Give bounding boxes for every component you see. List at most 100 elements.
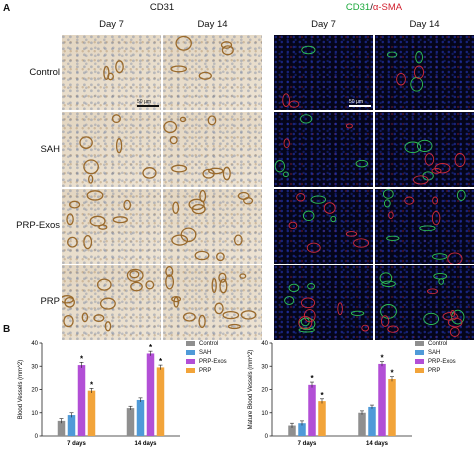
significance-star: * — [90, 380, 94, 389]
x-category-label: 14 days — [366, 441, 389, 447]
micrograph-prp-fluor-day14 — [375, 265, 474, 340]
vessel-mark — [301, 45, 316, 55]
vessel-mark — [454, 153, 466, 167]
vessel-mark — [88, 174, 94, 184]
vessel-mark — [300, 114, 313, 124]
legend-chart-1: Control SAH PRP-Exos PRP — [186, 339, 227, 375]
scale-bar-ihc: 50 μm — [137, 99, 159, 107]
vessel-mark — [283, 138, 290, 149]
micrograph-sah-ihc-day14 — [163, 112, 262, 187]
vessel-mark — [388, 211, 394, 219]
micrograph-prp-exos-ihc-day14 — [163, 189, 262, 264]
y-tick-label: 40 — [31, 341, 38, 347]
legend-label: PRP — [199, 367, 212, 374]
vessel-mark — [83, 159, 99, 175]
vessel-mark — [216, 252, 225, 262]
vessel-mark — [69, 200, 81, 209]
micrograph-texture — [62, 268, 155, 332]
vessel-mark — [171, 164, 188, 173]
micrograph-texture — [284, 283, 370, 333]
x-category-label: 7 days — [67, 441, 86, 447]
legend-swatch — [186, 359, 195, 364]
y-tick-label: 20 — [261, 388, 268, 394]
micrograph-texture — [288, 193, 370, 253]
vessel-mark — [173, 296, 180, 308]
micrograph-sah-fluor-day7 — [274, 112, 373, 187]
vessel-mark — [353, 238, 370, 248]
vessel-mark — [237, 191, 250, 200]
vessel-mark — [64, 296, 75, 308]
significance-star: * — [149, 343, 153, 352]
legend-swatch — [415, 341, 424, 346]
vessel-mark — [416, 139, 433, 152]
significance-star: * — [80, 354, 84, 363]
vessel-mark — [345, 123, 353, 129]
bar-control-7-days — [57, 420, 66, 436]
bar-prp-14-days — [156, 367, 165, 436]
y-axis-label: Blood Vessels (mm^2) — [18, 360, 24, 420]
vessel-mark — [214, 302, 224, 315]
legend-item-prp-exos: PRP-Exos — [186, 357, 227, 366]
vessel-mark — [67, 236, 78, 248]
vessel-mark — [432, 253, 448, 260]
y-tick-label: 0 — [265, 434, 269, 440]
vessel-mark — [296, 193, 306, 202]
micrograph-texture — [170, 35, 234, 80]
vessel-mark — [111, 114, 121, 124]
y-tick-label: 30 — [31, 364, 38, 370]
vessel-mark — [169, 135, 178, 145]
legend-label: SAH — [428, 349, 441, 356]
vessel-mark — [450, 310, 456, 317]
vessel-mark — [423, 312, 440, 325]
vessel-mark — [289, 100, 300, 108]
vessel-mark — [410, 77, 424, 92]
vessel-mark — [163, 120, 178, 134]
vessel-mark — [123, 199, 132, 211]
vessel-mark — [302, 210, 315, 222]
x-category-label: 7 days — [298, 441, 317, 447]
fluor-title: CD31/α-SMA — [274, 2, 474, 13]
y-tick-label: 0 — [35, 434, 39, 440]
vessel-mark — [240, 310, 257, 320]
bar-prp-exos-7-days — [77, 365, 86, 436]
legend-swatch — [415, 359, 424, 364]
vessel-mark — [284, 296, 295, 305]
bar-sah-7-days — [298, 423, 306, 436]
legend-swatch — [415, 350, 424, 355]
vessel-mark — [99, 297, 116, 310]
vessel-mark — [179, 116, 187, 123]
legend-item-sah: SAH — [186, 348, 227, 357]
vessel-mark — [233, 234, 243, 246]
micrograph-prp-ihc-day7 — [62, 265, 161, 340]
fluor-title-red: α-SMA — [372, 2, 403, 13]
vessel-mark — [79, 136, 93, 149]
vessel-mark — [387, 325, 399, 333]
bar-sah-14-days — [368, 406, 376, 436]
chart-mature-blood-vessels: 0 10 20 30 40 Mature Blood Vessels (mm^2) * * 7 … — [248, 341, 412, 447]
micrograph-sah-ihc-day7 — [62, 112, 161, 187]
vessel-mark — [330, 215, 337, 223]
legend-item-prp: PRP — [186, 366, 227, 375]
legend-item-control: Control — [186, 339, 227, 348]
vessel-mark — [451, 309, 465, 325]
legend-item-prp: PRP — [415, 366, 456, 375]
vessel-mark — [126, 268, 144, 283]
col-header-fluor-day14: Day 14 — [409, 19, 440, 30]
scale-bar-fluor: 50 μm — [349, 99, 371, 107]
vessel-mark — [355, 159, 369, 168]
micrograph-texture — [165, 266, 257, 330]
vessel-mark — [221, 45, 234, 56]
vessel-mark — [379, 272, 393, 284]
micrograph-control-fluor-day14 — [375, 35, 474, 110]
col-header-ihc-day14: Day 14 — [197, 19, 228, 30]
row-label-prp: PRP — [40, 296, 60, 307]
vessel-mark — [438, 278, 445, 285]
vessel-mark — [63, 314, 74, 328]
vessel-mark — [188, 198, 205, 211]
y-axis-label: Mature Blood Vessels (mm^2) — [248, 350, 254, 430]
vessel-mark — [449, 327, 460, 337]
y-tick-label: 10 — [31, 411, 38, 417]
vessel-mark — [456, 189, 466, 201]
bar-sah-14-days — [136, 399, 145, 436]
legend-chart-2: Control SAH PRP-Exos PRP — [415, 339, 456, 375]
